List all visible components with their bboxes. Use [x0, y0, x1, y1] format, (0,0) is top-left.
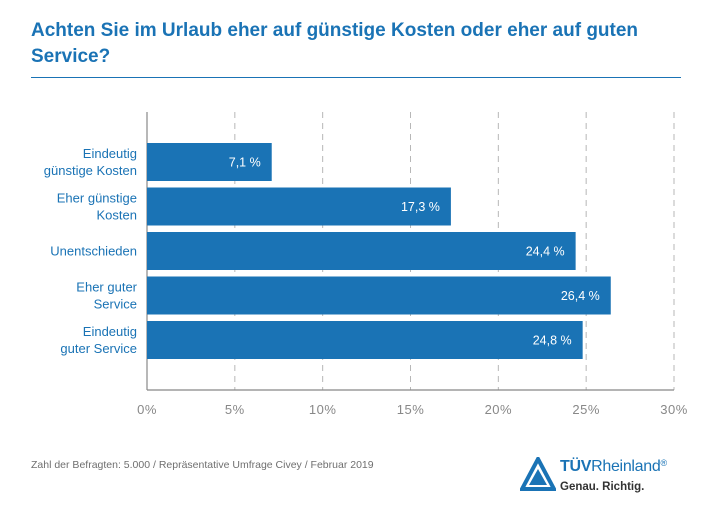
logo-brand: TÜVRheinland®	[560, 458, 667, 476]
bar-value-label: 24,8 %	[533, 334, 572, 348]
logo-registered: ®	[660, 458, 667, 468]
x-tick-label: 30%	[660, 402, 688, 417]
x-tick-label: 20%	[485, 402, 513, 417]
chart-title: Achten Sie im Urlaub eher auf günstige K…	[31, 20, 639, 67]
category-label: Eindeutig guter Service	[60, 324, 137, 356]
bar-value-label: 26,4 %	[561, 289, 600, 303]
category-label: Eindeutig günstige Kosten	[44, 146, 137, 178]
bar-value-label: 7,1 %	[229, 156, 261, 170]
bar	[147, 143, 272, 181]
x-tick-label: 10%	[309, 402, 337, 417]
bar-value-label: 24,4 %	[526, 245, 565, 259]
x-tick-label: 15%	[397, 402, 425, 417]
bar	[147, 276, 611, 315]
logo-slogan: Genau. Richtig.	[560, 481, 645, 493]
bar	[147, 187, 451, 226]
bar-value-label: 17,3 %	[401, 200, 440, 214]
source-note: Zahl der Befragten: 5.000 / Repräsentati…	[31, 459, 374, 471]
logo-brand-light: Rheinland	[591, 458, 661, 475]
bar-chart: 0% 5% 10% 15% 20% 25% 30% 7,1 % Eindeutig günstig…	[44, 112, 688, 417]
bar	[147, 321, 583, 359]
category-label: Eher guter Service	[76, 280, 137, 312]
tuv-logo: TÜVRheinland® Genau. Richtig.	[520, 455, 690, 507]
category-label: Eher günstige Kosten	[57, 191, 137, 223]
tuv-triangle-icon	[520, 457, 556, 491]
x-tick-label: 0%	[137, 402, 157, 417]
category-label: Unentschieden	[50, 244, 137, 259]
title-divider	[31, 77, 681, 78]
x-tick-label: 25%	[572, 402, 600, 417]
bar	[147, 232, 576, 270]
x-tick-label: 5%	[225, 402, 245, 417]
logo-brand-bold: TÜV	[560, 458, 592, 475]
